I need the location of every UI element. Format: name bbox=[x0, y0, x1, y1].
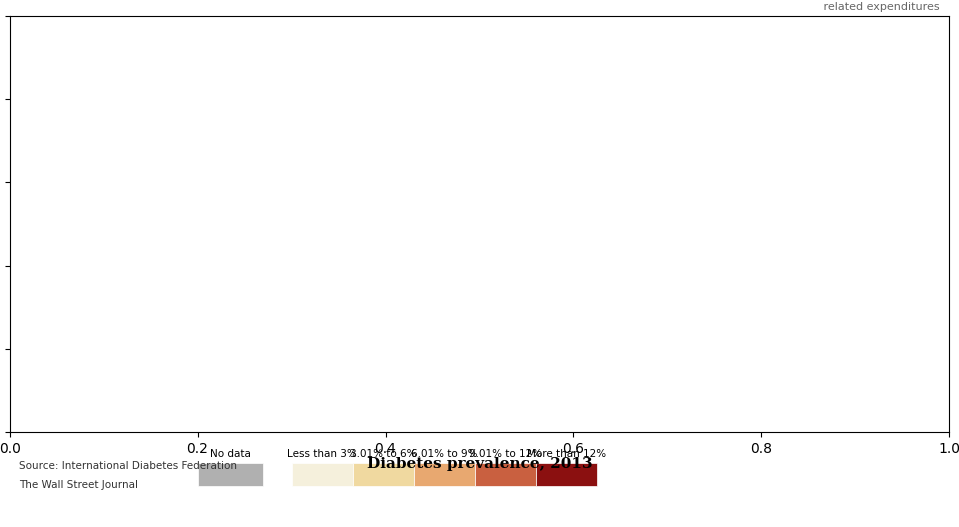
Text: More than 12%: More than 12% bbox=[526, 449, 606, 459]
Text: 3.01% to 6%: 3.01% to 6% bbox=[350, 449, 416, 459]
Text: 9.01% to 12%: 9.01% to 12% bbox=[469, 449, 542, 459]
Text: Less than 3%: Less than 3% bbox=[287, 449, 357, 459]
FancyBboxPatch shape bbox=[198, 463, 264, 486]
Text: >> Click to see diabetes-
   related expenditures: >> Click to see diabetes- related expend… bbox=[798, 0, 940, 12]
FancyBboxPatch shape bbox=[353, 463, 413, 486]
Text: Source: International Diabetes Federation: Source: International Diabetes Federatio… bbox=[19, 461, 237, 471]
Text: No data: No data bbox=[210, 449, 251, 459]
FancyBboxPatch shape bbox=[292, 463, 353, 486]
Text: Diabetes prevalence, 2013: Diabetes prevalence, 2013 bbox=[366, 457, 593, 471]
FancyBboxPatch shape bbox=[413, 463, 475, 486]
FancyBboxPatch shape bbox=[536, 463, 596, 486]
FancyBboxPatch shape bbox=[475, 463, 536, 486]
Text: The Wall Street Journal: The Wall Street Journal bbox=[19, 480, 138, 490]
Text: 6.01% to 9%: 6.01% to 9% bbox=[411, 449, 478, 459]
